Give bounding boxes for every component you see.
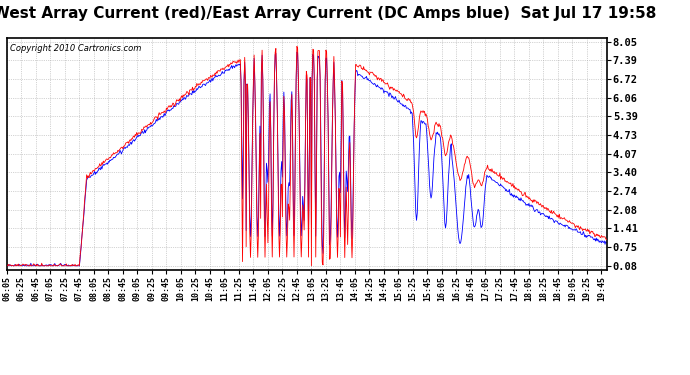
Text: West Array Current (red)/East Array Current (DC Amps blue)  Sat Jul 17 19:58: West Array Current (red)/East Array Curr…	[0, 6, 656, 21]
Text: Copyright 2010 Cartronics.com: Copyright 2010 Cartronics.com	[10, 45, 141, 54]
